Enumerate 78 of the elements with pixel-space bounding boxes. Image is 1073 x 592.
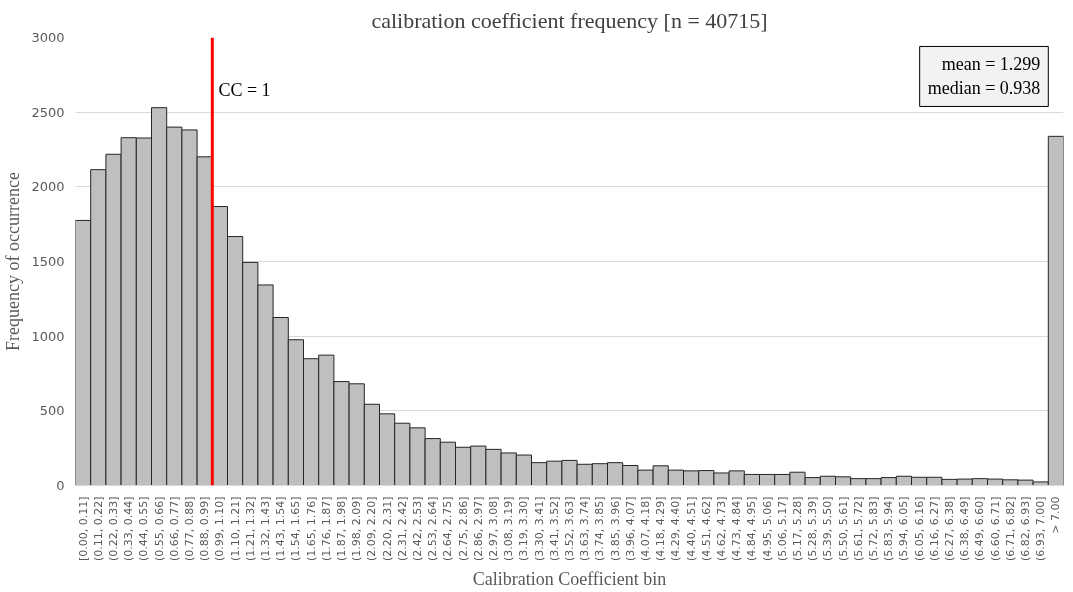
- y-tick-label: 1500: [31, 254, 65, 269]
- x-tick-label: (1.43, 1.54]: [274, 496, 288, 562]
- x-tick-label: (3.19, 3.30]: [517, 496, 531, 562]
- x-tick-label: (3.52, 3.63]: [563, 496, 576, 562]
- x-tick-label: (4.29, 4.40]: [669, 496, 683, 562]
- x-tick-label: (5.39, 5.50]: [821, 496, 835, 562]
- x-tick-label: (5.17, 5.28]: [791, 496, 804, 562]
- x-tick-label: (4.18, 4.29]: [654, 496, 668, 562]
- annotation: median = 0.938: [927, 78, 1041, 99]
- x-tick-label: (0.55, 0.66]: [152, 496, 166, 562]
- x-tick-label: (6.60, 6.71]: [988, 496, 1002, 562]
- x-tick-label: (6.93, 7.00]: [1034, 496, 1048, 562]
- annotation: mean = 1.299: [941, 54, 1041, 75]
- y-tick-label: 3000: [31, 30, 65, 45]
- x-tick-label: (2.20, 2.31]: [380, 496, 394, 562]
- x-tick-label: (1.65, 1.76]: [304, 496, 318, 562]
- x-tick-label: (4.95, 5.06]: [760, 496, 774, 562]
- x-tick-label: (6.05, 6.16]: [912, 496, 926, 562]
- x-tick-label: (5.06, 5.17]: [775, 496, 789, 562]
- x-tick-label: (1.21, 1.32]: [243, 496, 257, 562]
- x-tick-label: (0.44, 0.55]: [137, 496, 151, 562]
- y-tick-label: 2500: [31, 104, 65, 120]
- x-tick-label: (2.75, 2.86]: [456, 496, 470, 562]
- y-tick-label: 500: [39, 403, 65, 419]
- chart-title: calibration coefficient frequency [n = 40715]: [371, 7, 768, 33]
- x-tick-label: (2.86, 2.97]: [471, 496, 485, 562]
- x-tick-label: (2.97, 3.08]: [487, 496, 500, 562]
- x-tick-label: (6.82, 6.93]: [1019, 496, 1032, 562]
- y-tick-label: 1000: [31, 328, 65, 344]
- x-tick-label: (4.73, 4.84]: [730, 496, 744, 562]
- x-tick-label: (6.16, 6.27]: [927, 496, 941, 562]
- x-tick-label: (4.07, 4.18]: [639, 496, 652, 562]
- x-tick-label: (4.51, 4.62]: [699, 496, 713, 562]
- x-tick-label: (3.74, 3.85]: [593, 496, 607, 562]
- x-tick-label: (5.94, 6.05]: [897, 496, 911, 562]
- x-tick-label: (4.40, 4.51]: [684, 496, 698, 562]
- x-tick-label: (6.27, 6.38]: [943, 496, 956, 562]
- x-tick-label: (0.66, 0.77]: [167, 496, 181, 562]
- x-tick-label: (5.50, 5.61]: [836, 496, 850, 562]
- x-tick-label: (2.64, 2.75]: [441, 496, 455, 562]
- x-tick-label: (0.11, 0.22]: [91, 496, 105, 562]
- x-tick-label: (2.31, 2.42]: [395, 496, 409, 562]
- x-tick-label: (2.42, 2.53]: [411, 496, 424, 562]
- y-tick-label: 0: [56, 478, 65, 493]
- x-tick-label: (1.87, 1.98]: [335, 496, 348, 562]
- x-tick-label: (5.28, 5.39]: [806, 496, 820, 562]
- x-tick-label: (5.83, 5.94]: [882, 496, 896, 562]
- x-tick-label: (1.98, 2.09]: [350, 496, 364, 562]
- y-tick-label: 2000: [31, 179, 65, 195]
- x-tick-label: (1.32, 1.43]: [259, 496, 272, 562]
- x-tick-label: (1.54, 1.65]: [289, 496, 303, 562]
- x-tick-label: (5.72, 5.83]: [867, 496, 880, 562]
- x-tick-label: (2.53, 2.64]: [426, 496, 440, 562]
- x-tick-label: (5.61, 5.72]: [851, 496, 865, 562]
- x-tick-label: (3.30, 3.41]: [532, 496, 546, 562]
- x-tick-label: (3.85, 3.96]: [608, 496, 622, 562]
- x-tick-label: (6.71, 6.82]: [1003, 496, 1017, 562]
- x-tick-label: (4.62, 4.73]: [715, 496, 728, 562]
- x-tick-label: (0.77, 0.88]: [183, 496, 196, 562]
- x-tick-label: (0.33, 0.44]: [122, 496, 136, 562]
- x-tick-label: (3.41, 3.52]: [547, 496, 561, 562]
- y-axis-title: Frequency of occurrence: [3, 172, 24, 351]
- x-tick-label: (0.99, 1.10]: [213, 496, 227, 562]
- x-tick-label: (3.96, 4.07]: [623, 496, 637, 562]
- x-tick-label: (6.38, 6.49]: [958, 496, 972, 562]
- x-tick-label: (4.84, 4.95]: [745, 496, 759, 562]
- ref-line-label: CC = 1: [218, 80, 271, 101]
- x-tick-label: (2.09, 2.20]: [365, 496, 379, 562]
- x-tick-label: (6.49, 6.60]: [973, 496, 987, 562]
- x-axis-title: Calibration Coefficient bin: [472, 569, 667, 590]
- x-tick-label: > 7.00: [1049, 496, 1063, 534]
- x-tick-label: (0.88, 0.99]: [198, 496, 212, 562]
- x-tick-label: (1.10, 1.21]: [228, 496, 242, 562]
- x-tick-label: (1.76, 1.87]: [319, 496, 333, 562]
- x-tick-label: (3.63, 3.74]: [578, 496, 592, 562]
- x-tick-label: (0.22, 0.33]: [107, 496, 120, 562]
- x-tick-label: (3.08, 3.19]: [502, 496, 516, 562]
- x-tick-label: [0.00, 0.11]: [76, 496, 90, 562]
